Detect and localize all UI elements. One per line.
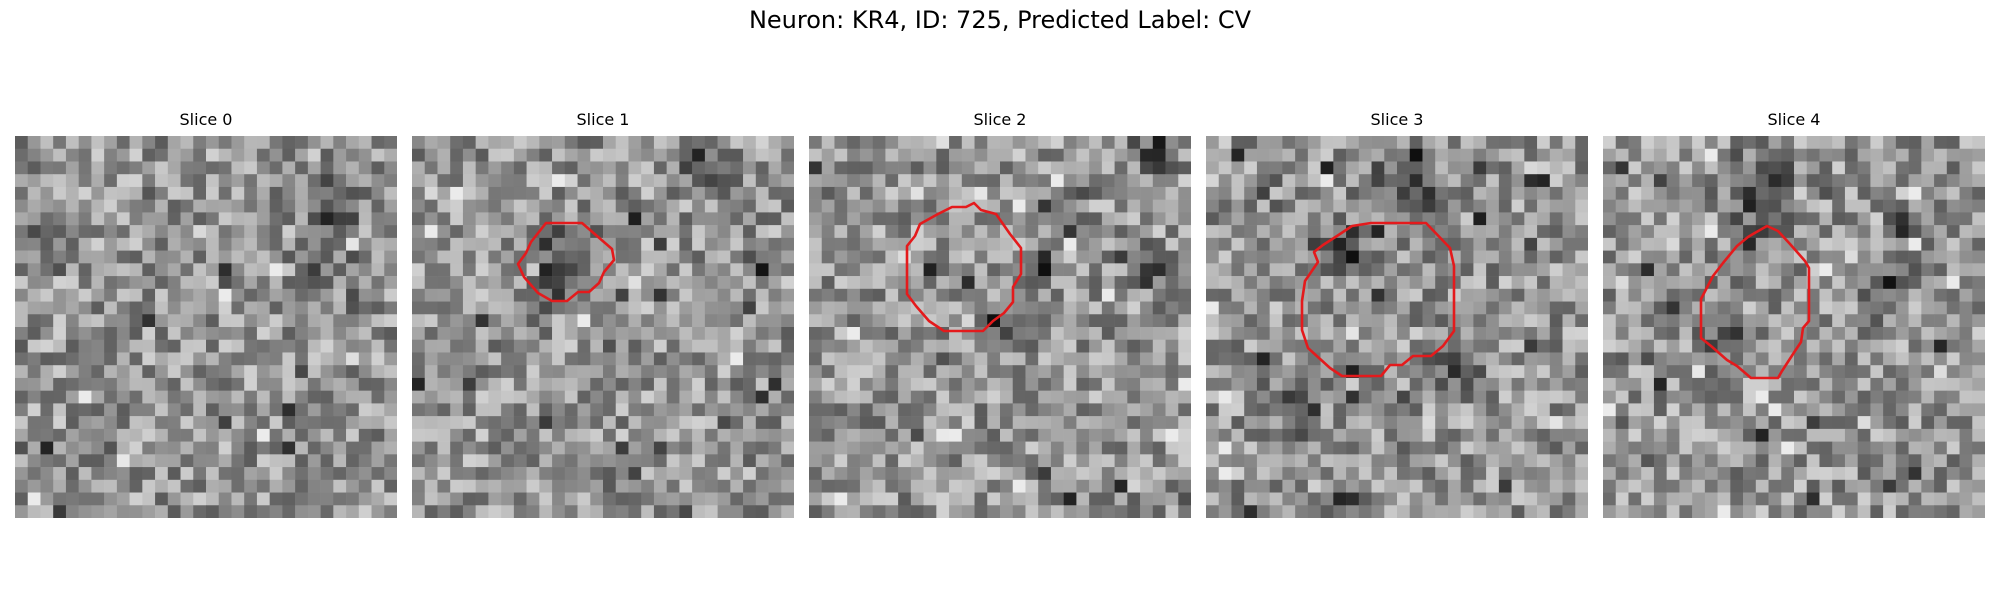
segmentation-contour <box>1300 221 1456 378</box>
slice-panel-0: Slice 0 <box>15 108 397 518</box>
slice-title: Slice 4 <box>1767 110 1821 129</box>
slice-image <box>15 136 397 518</box>
segmentation-contour <box>905 201 1023 333</box>
slice-title: Slice 0 <box>179 110 233 129</box>
slice-image <box>809 136 1191 518</box>
segmentation-contour <box>516 221 616 303</box>
slice-title: Slice 2 <box>973 110 1027 129</box>
pixel-grid <box>809 136 1191 518</box>
slice-image <box>412 136 794 518</box>
slice-image <box>1206 136 1588 518</box>
pixel-grid <box>15 136 397 518</box>
pixel-grid <box>412 136 794 518</box>
pixel-grid <box>1603 136 1985 518</box>
slice-image <box>1603 136 1985 518</box>
slice-panel-2: Slice 2 <box>809 108 1191 518</box>
pixel-grid <box>1206 136 1588 518</box>
segmentation-contour <box>1699 224 1811 380</box>
slice-title: Slice 3 <box>1370 110 1424 129</box>
slice-panel-4: Slice 4 <box>1603 108 1985 518</box>
slice-panel-1: Slice 1 <box>412 108 794 518</box>
slice-title: Slice 1 <box>576 110 630 129</box>
figure-title: Neuron: KR4, ID: 725, Predicted Label: C… <box>748 6 1252 34</box>
slice-panel-3: Slice 3 <box>1206 108 1588 518</box>
